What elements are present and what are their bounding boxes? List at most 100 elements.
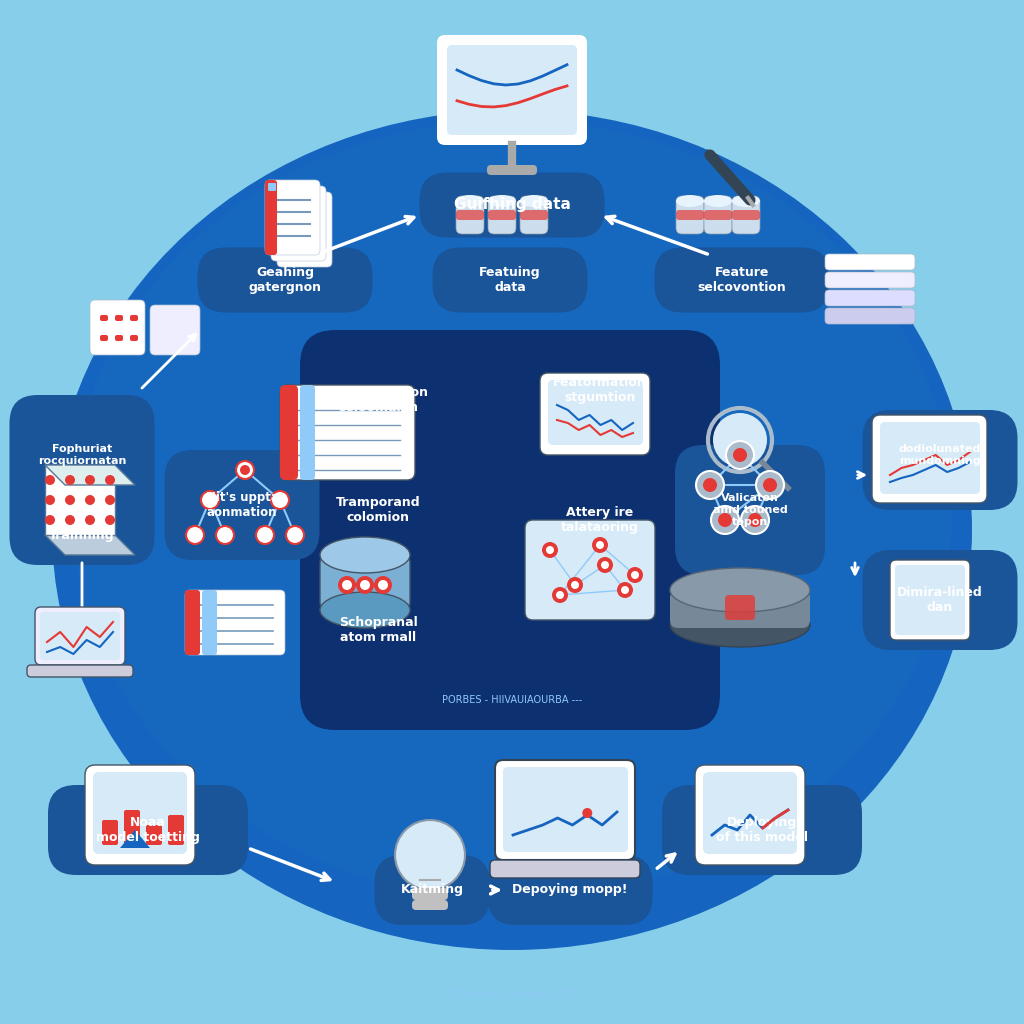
Circle shape	[45, 495, 55, 505]
FancyBboxPatch shape	[40, 612, 120, 660]
FancyBboxPatch shape	[540, 373, 650, 455]
Circle shape	[65, 475, 75, 485]
Text: Trainning: Trainning	[49, 528, 115, 542]
FancyBboxPatch shape	[437, 35, 587, 145]
FancyBboxPatch shape	[265, 180, 319, 255]
FancyBboxPatch shape	[703, 772, 797, 854]
FancyBboxPatch shape	[300, 385, 315, 480]
FancyBboxPatch shape	[520, 210, 548, 220]
FancyBboxPatch shape	[495, 760, 635, 860]
Circle shape	[571, 581, 579, 589]
Circle shape	[617, 582, 633, 598]
FancyBboxPatch shape	[825, 254, 915, 270]
Circle shape	[240, 465, 250, 475]
Text: Depoying mopp!: Depoying mopp!	[512, 884, 628, 896]
FancyBboxPatch shape	[280, 385, 298, 480]
FancyBboxPatch shape	[732, 196, 760, 234]
Circle shape	[45, 515, 55, 525]
Circle shape	[236, 461, 254, 479]
FancyBboxPatch shape	[124, 810, 140, 845]
FancyBboxPatch shape	[503, 767, 628, 852]
Text: Valicaton
amd touned
topon: Valicaton amd touned topon	[713, 494, 787, 526]
FancyBboxPatch shape	[35, 607, 125, 665]
FancyBboxPatch shape	[676, 196, 705, 234]
Circle shape	[65, 495, 75, 505]
FancyBboxPatch shape	[271, 186, 326, 261]
FancyBboxPatch shape	[48, 785, 248, 874]
FancyBboxPatch shape	[890, 560, 970, 640]
Circle shape	[342, 580, 352, 590]
FancyBboxPatch shape	[319, 555, 410, 610]
Text: Noaa
model toetting: Noaa model toetting	[96, 816, 200, 844]
FancyBboxPatch shape	[825, 272, 915, 288]
FancyBboxPatch shape	[375, 855, 489, 925]
FancyBboxPatch shape	[895, 565, 965, 635]
FancyBboxPatch shape	[675, 445, 825, 575]
Text: Geahing
gatergnon: Geahing gatergnon	[249, 266, 322, 294]
FancyBboxPatch shape	[862, 410, 1018, 510]
Ellipse shape	[670, 568, 810, 612]
Circle shape	[733, 449, 746, 462]
FancyBboxPatch shape	[872, 415, 987, 503]
FancyBboxPatch shape	[280, 385, 415, 480]
Circle shape	[186, 526, 204, 544]
Ellipse shape	[319, 537, 410, 573]
Circle shape	[546, 546, 554, 554]
Circle shape	[741, 506, 769, 534]
FancyBboxPatch shape	[732, 210, 760, 220]
Text: Hoopomcation
seloomaian: Hoopomcation seloomaian	[328, 386, 428, 414]
Circle shape	[395, 820, 465, 890]
FancyBboxPatch shape	[27, 665, 133, 677]
Ellipse shape	[670, 603, 810, 647]
Circle shape	[542, 542, 558, 558]
FancyBboxPatch shape	[670, 590, 810, 628]
FancyBboxPatch shape	[202, 590, 217, 655]
Ellipse shape	[676, 195, 705, 207]
FancyBboxPatch shape	[420, 172, 604, 238]
Ellipse shape	[52, 110, 972, 950]
Circle shape	[85, 495, 95, 505]
Circle shape	[627, 567, 643, 583]
Text: Dimira-lined
dan: Dimira-lined dan	[897, 586, 983, 614]
Text: Deploying
of this model: Deploying of this model	[716, 816, 808, 844]
Circle shape	[85, 515, 95, 525]
Circle shape	[256, 526, 274, 544]
Ellipse shape	[732, 195, 760, 207]
FancyBboxPatch shape	[185, 590, 200, 655]
Circle shape	[360, 580, 370, 590]
FancyBboxPatch shape	[488, 196, 516, 234]
Text: Hit's uppta
aonmation: Hit's uppta aonmation	[206, 490, 279, 519]
FancyBboxPatch shape	[412, 888, 449, 900]
Circle shape	[105, 515, 115, 525]
FancyBboxPatch shape	[100, 335, 108, 341]
FancyBboxPatch shape	[487, 165, 537, 175]
FancyBboxPatch shape	[165, 450, 319, 560]
FancyBboxPatch shape	[168, 815, 184, 845]
FancyBboxPatch shape	[705, 196, 732, 234]
Text: Tramporand
colomion: Tramporand colomion	[336, 496, 420, 524]
Text: dodiolunated
mundomning: dodiolunated mundomning	[899, 444, 981, 466]
Polygon shape	[120, 830, 150, 848]
Polygon shape	[45, 535, 135, 555]
Circle shape	[703, 478, 717, 492]
FancyBboxPatch shape	[654, 248, 829, 312]
FancyBboxPatch shape	[490, 860, 640, 878]
Circle shape	[756, 471, 784, 499]
Polygon shape	[45, 465, 135, 485]
Text: Featuing
data: Featuing data	[479, 266, 541, 294]
FancyBboxPatch shape	[146, 825, 162, 845]
Text: PORBES - HIIVAUIAOURBA ---: PORBES - HIIVAUIAOURBA ---	[442, 695, 582, 705]
Text: Feature
selcovontion: Feature selcovontion	[697, 266, 786, 294]
Circle shape	[45, 475, 55, 485]
FancyBboxPatch shape	[150, 305, 200, 355]
Circle shape	[286, 526, 304, 544]
FancyBboxPatch shape	[487, 855, 652, 925]
Circle shape	[711, 506, 739, 534]
Circle shape	[556, 591, 564, 599]
Circle shape	[621, 586, 629, 594]
FancyBboxPatch shape	[93, 772, 187, 854]
FancyBboxPatch shape	[695, 765, 805, 865]
Circle shape	[601, 561, 609, 569]
Text: Kaitming: Kaitming	[400, 884, 464, 896]
Ellipse shape	[456, 195, 484, 207]
